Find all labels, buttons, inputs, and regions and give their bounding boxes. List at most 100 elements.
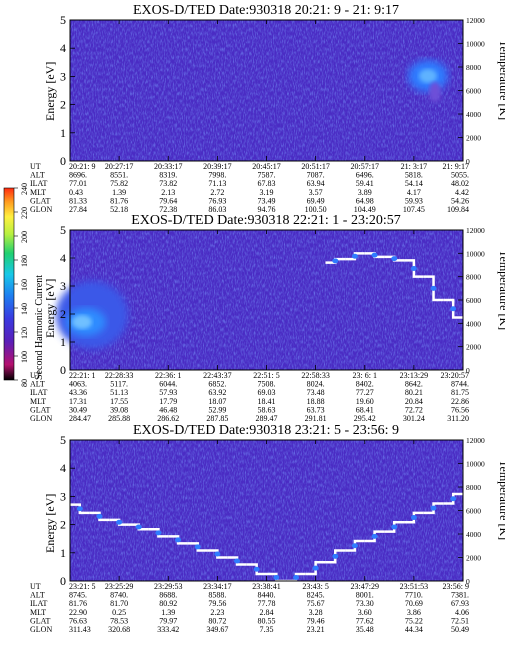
temperature-point (175, 537, 182, 543)
panel-1-plot (69, 19, 464, 162)
orbit-cell: 291.81 (305, 414, 327, 423)
colorbar-tick-label: 160 (20, 279, 29, 291)
orbit-cell: 23:51:53 (400, 582, 428, 591)
orbit-cell: 59.93 (405, 196, 423, 205)
right-tick-label: 12000 (466, 226, 485, 235)
orbit-row-label: UT (30, 371, 41, 380)
orbit-cell: 23:34:17 (203, 582, 231, 591)
orbit-row-label: UT (30, 162, 41, 171)
panel-3-right-ticks: 0 2000 4000 6000 8000 10000 12000 (458, 436, 485, 586)
y-tick-label: 2 (60, 98, 66, 112)
colorbar-tick-label: 120 (20, 327, 29, 339)
orbit-cell: 20:21: 9 (69, 162, 95, 171)
orbit-cell: 295.42 (354, 414, 376, 423)
orbit-cell: 23:56: 9 (443, 582, 469, 591)
orbit-cell: 79.46 (307, 616, 325, 625)
panel-2-x-ticks (69, 230, 464, 370)
orbit-cell: 35.48 (356, 625, 374, 634)
orbit-cell: 7381. (451, 591, 469, 600)
orbit-cell: 44.34 (405, 625, 423, 634)
orbit-cell: 23:21: 5 (69, 582, 95, 591)
orbit-cell: 20:39:17 (203, 162, 231, 171)
orbit-cell: 8024. (307, 380, 325, 389)
orbit-cell: 8319. (159, 171, 177, 180)
right-tick-label: 4000 (466, 530, 481, 539)
orbit-cell: 4063. (69, 380, 87, 389)
orbit-cell: 22:43:37 (203, 371, 231, 380)
panel-3-ylabel: Energy [eV] (43, 494, 57, 553)
panel-2-orbit-table: UT 22:21: 1 22:28:33 22:36: 1 22:43:37 22:51:… (30, 371, 469, 423)
orbit-cell: 320.68 (108, 625, 130, 634)
orbit-cell: 311.20 (447, 414, 469, 423)
orbit-cell: 7710. (405, 591, 423, 600)
temperature-point (234, 558, 241, 564)
orbit-row-label: MLT (30, 397, 46, 406)
orbit-cell: 286.62 (157, 414, 179, 423)
orbit-cell: 8588. (208, 591, 226, 600)
orbit-row-label: GLON (30, 414, 52, 423)
panel-2: EXOS-D/TED Date:930318 22:21: 1 - 23:20:… (30, 213, 505, 423)
y-tick-label: 1 (60, 126, 66, 140)
colorbar-tick-label: 180 (20, 255, 29, 267)
orbit-cell: 73.48 (307, 388, 325, 397)
orbit-cell: 4.17 (407, 188, 421, 197)
orbit-cell: 39.08 (110, 405, 128, 414)
orbit-cell: 80.72 (208, 616, 226, 625)
orbit-cell: 8440. (258, 591, 276, 600)
panel-1-ylabel: Energy [eV] (43, 62, 57, 121)
orbit-cell: 68.41 (356, 405, 374, 414)
orbit-cell: 75.67 (307, 599, 325, 608)
panel-1-enhancement (408, 60, 448, 102)
temperature-point (351, 253, 358, 259)
right-tick-label: 10000 (466, 40, 485, 49)
orbit-cell: 73.82 (159, 179, 177, 188)
orbit-cell: 19.60 (356, 397, 374, 406)
orbit-cell: 81.76 (69, 599, 87, 608)
orbit-cell: 80.21 (405, 388, 423, 397)
orbit-cell: 48.02 (451, 179, 469, 188)
orbit-cell: 3.57 (309, 188, 323, 197)
orbit-cell: 6044. (159, 380, 177, 389)
orbit-cell: 3.28 (309, 608, 323, 617)
orbit-row-label: GLAT (30, 405, 51, 414)
orbit-cell: 21: 9:17 (443, 162, 469, 171)
orbit-cell: 59.41 (356, 179, 374, 188)
orbit-cell: 63.92 (208, 388, 226, 397)
orbit-cell: 72.51 (451, 616, 469, 625)
orbit-cell: 17.79 (159, 397, 177, 406)
orbit-cell: 20:57:17 (351, 162, 379, 171)
panel-1-right-ticks: 0 2000 4000 6000 8000 10000 12000 (458, 16, 485, 166)
orbit-cell: 333.42 (157, 625, 179, 634)
y-tick-label: 4 (60, 251, 66, 265)
temperature-point (391, 524, 398, 530)
orbit-cell: 301.24 (403, 414, 425, 423)
orbit-cell: 69.49 (307, 196, 325, 205)
orbit-cell: 78.53 (110, 616, 128, 625)
colorbar: 80 100 120 140 160 180 200 220 240 Second Harmon… (3, 183, 45, 387)
panel-2-ylabel-right: Temperature [K] (497, 250, 505, 330)
right-tick-label: 2000 (466, 134, 481, 143)
orbit-cell: 18.41 (258, 397, 276, 406)
right-tick-label: 8000 (466, 273, 481, 282)
y-tick-label: 1 (60, 546, 66, 560)
colorbar-tick-label: 200 (20, 231, 29, 243)
orbit-cell: 79.56 (208, 599, 226, 608)
orbit-cell: 8740. (110, 591, 128, 600)
orbit-cell: 81.75 (451, 388, 469, 397)
orbit-cell: 50.49 (451, 625, 469, 634)
orbit-cell: 20:33:17 (154, 162, 182, 171)
panel-2-ylabel: Energy [eV] (43, 279, 57, 338)
panel-2-temperature-trace (325, 252, 463, 319)
orbit-cell: 5117. (110, 380, 128, 389)
orbit-cell: 77.62 (356, 616, 374, 625)
orbit-cell: 75.22 (405, 616, 423, 625)
orbit-cell: 104.49 (354, 205, 376, 214)
orbit-cell: 22:58:33 (301, 371, 329, 380)
orbit-cell: 8551. (110, 171, 128, 180)
temperature-point (76, 506, 83, 512)
orbit-cell: 2.13 (161, 188, 175, 197)
orbit-cell: 23:38:41 (252, 582, 280, 591)
y-tick-label: 5 (60, 433, 66, 447)
right-tick-label: 4000 (466, 110, 481, 119)
panel-3-y-ticks: 0 1 2 3 4 5 (60, 433, 75, 588)
